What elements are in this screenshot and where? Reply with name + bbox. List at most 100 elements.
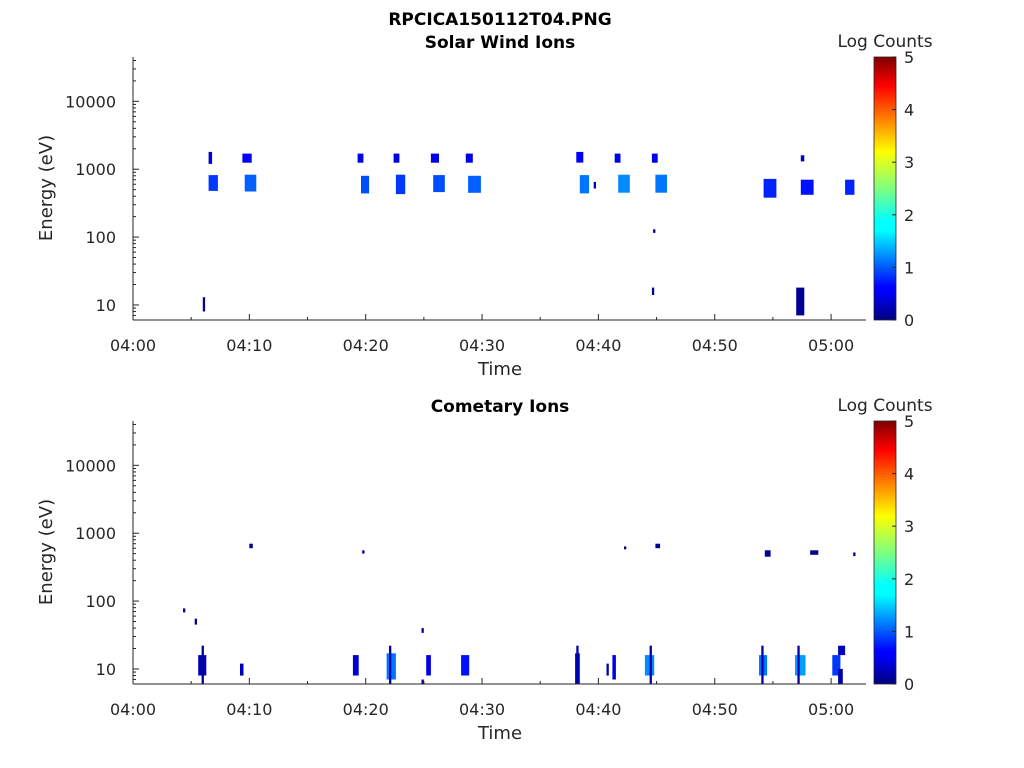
colorbar-tick-label: 2 (904, 206, 914, 225)
spectrogram-cell (465, 153, 473, 163)
spectrogram-cell (183, 608, 186, 613)
solar-wind-ions-ylabel: Energy (eV) (36, 135, 57, 241)
colorbar-tick-label: 5 (904, 412, 914, 431)
spectrogram-cell (201, 645, 204, 684)
x-tick-label: 04:40 (575, 336, 621, 355)
spectrogram-cell (242, 153, 252, 163)
spectrogram-cell (838, 645, 846, 656)
x-tick-label: 04:30 (459, 700, 505, 719)
spectrogram-cell (845, 179, 855, 195)
x-tick-label: 04:30 (459, 336, 505, 355)
y-tick-label: 100 (85, 228, 116, 247)
spectrogram-cell (194, 618, 197, 625)
solar-wind-ions-colorbar-label: Log Counts (837, 32, 932, 52)
colorbar-tick-label: 3 (904, 517, 914, 536)
spectrogram-cell (838, 668, 843, 684)
y-tick-label: 10000 (65, 456, 116, 475)
spectrogram-cell (461, 655, 470, 676)
colorbar-tick-label: 4 (904, 465, 914, 484)
colorbar-tick-label: 2 (904, 570, 914, 589)
spectrogram-cell (644, 655, 655, 676)
spectrogram-cell (579, 175, 590, 194)
x-tick-label: 05:00 (808, 336, 854, 355)
x-tick-label: 05:00 (808, 700, 854, 719)
colorbar-tick-label: 0 (904, 311, 914, 330)
spectrogram-cell (795, 655, 806, 676)
plot-area (133, 57, 866, 320)
spectrogram-cell (797, 645, 800, 684)
spectrogram-cell (393, 153, 400, 163)
spectrogram-cell (653, 229, 656, 233)
y-tick-label: 1000 (75, 160, 116, 179)
spectrogram-cell (244, 174, 257, 192)
spectrogram-cell (612, 655, 616, 680)
spectrogram-cell (796, 287, 805, 316)
spectrogram-cell (352, 655, 359, 676)
colorbar (873, 56, 897, 321)
spectrogram-cell (208, 175, 218, 191)
x-tick-label: 04:10 (226, 700, 272, 719)
y-tick-label: 10000 (65, 92, 116, 111)
spectrogram-cell (468, 175, 481, 193)
spectrogram-cell (202, 297, 206, 312)
x-tick-label: 04:00 (110, 336, 156, 355)
spectrogram-cell (433, 175, 445, 193)
solar-wind-ions-title: Solar Wind Ions (425, 33, 576, 53)
x-tick-label: 04:20 (343, 336, 389, 355)
spectrogram-cell (395, 174, 406, 195)
colorbar-tick-label: 5 (904, 48, 914, 67)
spectrogram-cell (389, 645, 392, 684)
cometary-ions-xlabel: Time (477, 723, 522, 744)
solar-wind-ions-xlabel: Time (477, 359, 522, 380)
spectrogram-cell (208, 151, 213, 164)
spectrogram-cell (764, 550, 771, 557)
spectrogram-cell (651, 287, 655, 295)
spectrogram-cell (649, 645, 652, 684)
spectrogram-cell (426, 655, 431, 676)
spectrogram-cell (576, 645, 579, 684)
spectrogram-cell (651, 153, 658, 163)
spectrogram-cell (655, 543, 661, 549)
colorbar-tick-label: 0 (904, 675, 914, 694)
spectrogram-cell (430, 153, 439, 163)
spectrogram-cell (810, 550, 819, 555)
spectrogram-cell (362, 550, 365, 554)
x-tick-label: 04:20 (343, 700, 389, 719)
spectrogram-cell (655, 174, 667, 193)
x-tick-label: 04:50 (692, 700, 738, 719)
y-tick-label: 10 (96, 660, 116, 679)
solar-wind-ions-panel: Solar Wind Ions Time Energy (eV) Log Cou… (36, 32, 933, 380)
plot-area (133, 421, 866, 684)
y-tick-label: 1000 (75, 524, 116, 543)
cometary-ions-colorbar-label: Log Counts (837, 396, 932, 416)
colorbar-tick-label: 3 (904, 153, 914, 172)
spectrogram-cell (832, 655, 841, 676)
spectrogram-cell (421, 679, 424, 684)
colorbar-tick-label: 4 (904, 101, 914, 120)
spectrogram-cell (763, 178, 777, 198)
spectrogram-cell (249, 543, 253, 549)
colorbar-tick-label: 1 (904, 622, 914, 641)
spectrogram-cell (576, 151, 584, 163)
spectrogram-cell (593, 181, 596, 189)
spectrogram-cell (800, 155, 805, 162)
cometary-ions-ylabel: Energy (eV) (36, 499, 57, 605)
figure-title: RPCICA150112T04.PNG (388, 10, 611, 30)
x-tick-label: 04:10 (226, 336, 272, 355)
colorbar (873, 420, 897, 685)
spectrogram-cell (800, 179, 814, 195)
spectrogram-cell (606, 663, 609, 676)
y-tick-label: 10 (96, 296, 116, 315)
spectrogram-cell (361, 175, 370, 194)
spectrogram-cell (853, 552, 856, 557)
cometary-ions-title: Cometary Ions (431, 397, 570, 417)
spectrogram-cell (618, 174, 630, 193)
spectrogram-cell (421, 628, 424, 633)
spectrogram-cell (761, 645, 764, 684)
y-tick-label: 100 (85, 592, 116, 611)
x-tick-label: 04:00 (110, 700, 156, 719)
spectrogram-cell (240, 663, 244, 676)
spectrogram-cell (614, 153, 621, 163)
spectrogram-cell (624, 546, 627, 550)
